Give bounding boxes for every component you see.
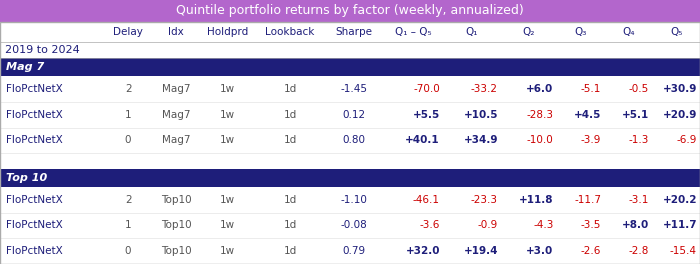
Text: +5.5: +5.5 <box>413 110 440 120</box>
Text: 1w: 1w <box>220 246 235 256</box>
Text: -15.4: -15.4 <box>670 246 697 256</box>
Text: Q₃: Q₃ <box>574 27 587 37</box>
Text: +19.4: +19.4 <box>463 246 498 256</box>
Text: Top 10: Top 10 <box>6 173 48 183</box>
Text: Lookback: Lookback <box>265 27 315 37</box>
Text: -0.9: -0.9 <box>477 220 498 230</box>
Text: 1d: 1d <box>284 84 297 94</box>
Text: +34.9: +34.9 <box>463 135 498 145</box>
Text: 1w: 1w <box>220 220 235 230</box>
Text: -10.0: -10.0 <box>526 135 554 145</box>
Text: 0: 0 <box>125 135 132 145</box>
Text: +20.9: +20.9 <box>663 110 697 120</box>
Text: 1d: 1d <box>284 135 297 145</box>
Text: +4.5: +4.5 <box>574 110 601 120</box>
Text: Top10: Top10 <box>161 246 191 256</box>
Text: -4.3: -4.3 <box>533 220 554 230</box>
Bar <box>0 76 700 102</box>
Text: +10.5: +10.5 <box>463 110 498 120</box>
Text: FloPctNetX: FloPctNetX <box>6 246 63 256</box>
Text: 1w: 1w <box>220 195 235 205</box>
Text: 1d: 1d <box>284 246 297 256</box>
Text: -33.2: -33.2 <box>471 84 498 94</box>
Text: +30.9: +30.9 <box>663 84 697 94</box>
Text: Mag7: Mag7 <box>162 135 190 145</box>
Text: Q₂: Q₂ <box>522 27 535 37</box>
Text: -46.1: -46.1 <box>413 195 440 205</box>
Bar <box>0 128 700 153</box>
Text: -5.1: -5.1 <box>581 84 601 94</box>
Text: Q₄: Q₄ <box>622 27 634 37</box>
Text: +6.0: +6.0 <box>526 84 554 94</box>
Text: +11.8: +11.8 <box>519 195 554 205</box>
Text: 2: 2 <box>125 195 132 205</box>
Text: 0.80: 0.80 <box>342 135 365 145</box>
Bar <box>0 169 700 187</box>
Bar <box>0 238 700 264</box>
Text: +32.0: +32.0 <box>405 246 440 256</box>
Text: 1w: 1w <box>220 110 235 120</box>
Text: FloPctNetX: FloPctNetX <box>6 110 63 120</box>
Text: +11.7: +11.7 <box>662 220 697 230</box>
Text: 1w: 1w <box>220 135 235 145</box>
Text: Top10: Top10 <box>161 220 191 230</box>
Text: Q₁: Q₁ <box>466 27 478 37</box>
Bar <box>0 58 700 76</box>
Text: -0.08: -0.08 <box>340 220 368 230</box>
Text: Holdprd: Holdprd <box>207 27 248 37</box>
Text: 2019 to 2024: 2019 to 2024 <box>5 45 80 55</box>
Text: 2: 2 <box>125 84 132 94</box>
Text: 1: 1 <box>125 110 132 120</box>
Text: Top10: Top10 <box>161 195 191 205</box>
Text: Q₁ – Q₅: Q₁ – Q₅ <box>395 27 431 37</box>
Text: 1d: 1d <box>284 110 297 120</box>
Text: 1d: 1d <box>284 195 297 205</box>
Text: -1.3: -1.3 <box>629 135 649 145</box>
Text: -3.9: -3.9 <box>581 135 601 145</box>
Text: Quintile portfolio returns by factor (weekly, annualized): Quintile portfolio returns by factor (we… <box>176 4 524 17</box>
Text: Sharpe: Sharpe <box>335 27 372 37</box>
Text: -0.5: -0.5 <box>629 84 649 94</box>
Text: FloPctNetX: FloPctNetX <box>6 135 63 145</box>
Text: +3.0: +3.0 <box>526 246 554 256</box>
Text: FloPctNetX: FloPctNetX <box>6 84 63 94</box>
Text: -11.7: -11.7 <box>574 195 601 205</box>
Text: Mag7: Mag7 <box>162 110 190 120</box>
Text: -28.3: -28.3 <box>526 110 554 120</box>
Text: FloPctNetX: FloPctNetX <box>6 195 63 205</box>
Text: Idx: Idx <box>168 27 184 37</box>
Text: 1: 1 <box>125 220 132 230</box>
Text: -2.6: -2.6 <box>581 246 601 256</box>
Text: -1.10: -1.10 <box>340 195 368 205</box>
Text: -6.9: -6.9 <box>677 135 697 145</box>
Text: 1d: 1d <box>284 220 297 230</box>
Text: -3.6: -3.6 <box>419 220 440 230</box>
Text: +20.2: +20.2 <box>662 195 697 205</box>
Text: -3.1: -3.1 <box>629 195 649 205</box>
Text: -23.3: -23.3 <box>471 195 498 205</box>
Bar <box>0 213 700 238</box>
Text: -1.45: -1.45 <box>340 84 368 94</box>
Text: FloPctNetX: FloPctNetX <box>6 220 63 230</box>
Text: Q₅: Q₅ <box>670 27 682 37</box>
Text: +8.0: +8.0 <box>622 220 649 230</box>
Text: 0: 0 <box>125 246 132 256</box>
Text: Delay: Delay <box>113 27 143 37</box>
Text: Mag7: Mag7 <box>162 84 190 94</box>
Text: 0.12: 0.12 <box>342 110 365 120</box>
Bar <box>0 153 700 169</box>
Text: -3.5: -3.5 <box>581 220 601 230</box>
Text: +40.1: +40.1 <box>405 135 440 145</box>
Bar <box>0 187 700 213</box>
Bar <box>0 0 700 22</box>
Bar <box>0 41 700 58</box>
Text: Mag 7: Mag 7 <box>6 62 44 72</box>
Bar <box>0 22 700 41</box>
Text: 1w: 1w <box>220 84 235 94</box>
Text: -70.0: -70.0 <box>413 84 440 94</box>
Text: 0.79: 0.79 <box>342 246 365 256</box>
Text: +5.1: +5.1 <box>622 110 649 120</box>
Text: -2.8: -2.8 <box>629 246 649 256</box>
Bar <box>0 102 700 128</box>
